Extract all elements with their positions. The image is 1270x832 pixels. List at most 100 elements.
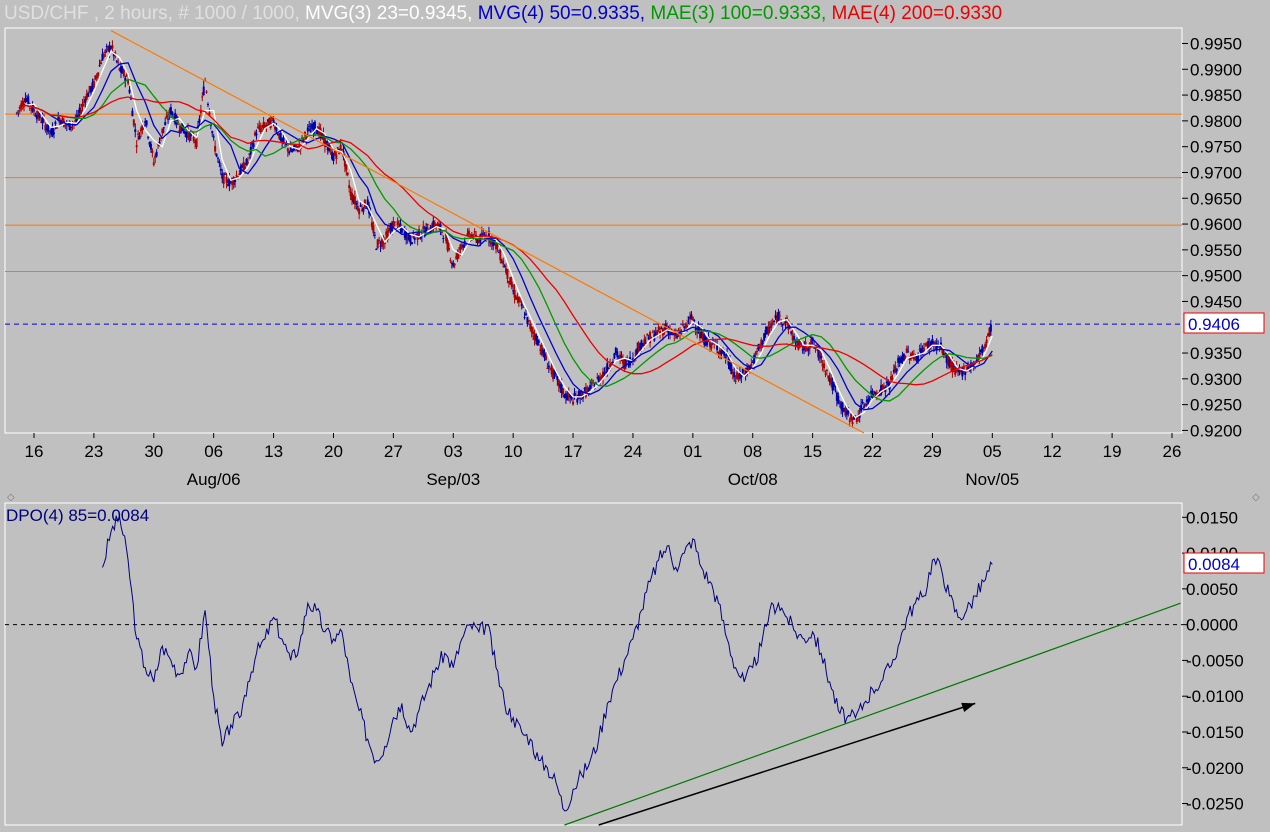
candle-body <box>316 130 319 135</box>
candle-body <box>134 129 137 132</box>
candle-body <box>761 340 764 345</box>
candle-body <box>418 229 421 239</box>
candle-body <box>654 332 657 336</box>
candle-body <box>107 46 110 51</box>
candle-body <box>741 368 744 373</box>
candle-body <box>285 144 288 146</box>
candle-body <box>426 223 429 226</box>
candle-body <box>336 147 339 149</box>
candle-body <box>119 66 122 73</box>
candle-body <box>546 367 549 369</box>
candle-body <box>144 121 147 124</box>
candle-body <box>419 236 422 239</box>
candle-body <box>778 315 781 317</box>
candle-body <box>445 234 448 242</box>
candle-body <box>810 339 813 346</box>
candle-body <box>435 224 438 227</box>
candle-body <box>51 127 54 136</box>
price-tick-label: 0.9750 <box>1190 138 1242 157</box>
candle-body <box>934 341 937 346</box>
candle-body <box>708 342 711 348</box>
candle-body <box>927 341 930 349</box>
candle-body <box>841 402 844 411</box>
candle-body <box>910 353 913 359</box>
candle-body <box>693 319 696 322</box>
candle-body <box>746 367 749 375</box>
candle-body <box>603 371 606 375</box>
candle-body <box>738 371 741 379</box>
candle-body <box>920 348 923 356</box>
candle-body <box>978 352 981 359</box>
candle-body <box>406 235 409 241</box>
candle-body <box>900 357 903 364</box>
candle-body <box>151 150 154 153</box>
dpo-last-value-label: 0.0084 <box>1188 555 1240 574</box>
x-tick-label: 29 <box>923 442 942 461</box>
candle-body <box>349 191 352 197</box>
candle-body <box>733 372 736 378</box>
candle-body <box>205 91 208 93</box>
candle-body <box>961 368 964 377</box>
candle-body <box>242 161 245 173</box>
candle-body <box>241 164 244 168</box>
candle-body <box>289 147 292 152</box>
candle-body <box>844 407 847 416</box>
candle-body <box>952 365 955 368</box>
candle-body <box>98 65 101 67</box>
candle-body <box>644 342 647 344</box>
candle-body <box>60 121 63 125</box>
candle-body <box>861 401 864 403</box>
candle-body <box>353 196 356 205</box>
candle-body <box>770 324 773 329</box>
candle-body <box>756 350 759 352</box>
candle-body <box>194 141 197 144</box>
candle-body <box>333 150 336 156</box>
candle-body <box>84 99 87 103</box>
candle-body <box>684 323 687 327</box>
candle-body <box>771 322 774 324</box>
candle-body <box>570 395 573 399</box>
candle-body <box>967 366 970 370</box>
price-tick-label: 0.9550 <box>1190 241 1242 260</box>
candle-body <box>497 252 500 254</box>
candle-body <box>398 225 401 227</box>
candle-body <box>533 335 536 340</box>
candle-body <box>440 231 443 233</box>
candle-body <box>171 111 174 115</box>
candle-body <box>446 239 449 251</box>
candle-body <box>460 244 463 246</box>
candle-body <box>436 223 439 227</box>
candle-body <box>962 366 965 370</box>
candle-body <box>560 384 563 393</box>
candle-body <box>797 341 800 350</box>
candle-body <box>382 239 385 244</box>
candle-body <box>931 338 934 344</box>
candle-body <box>380 239 383 247</box>
price-tick-label: 0.9250 <box>1190 396 1242 415</box>
candle-body <box>40 121 43 123</box>
candle-body <box>524 313 527 316</box>
candle-body <box>438 223 441 226</box>
candle-body <box>356 205 359 211</box>
candle-body <box>85 93 88 100</box>
candle-body <box>787 320 790 330</box>
candle-body <box>306 127 309 132</box>
price-tick-label: 0.9500 <box>1190 267 1242 286</box>
candle-body <box>975 360 978 362</box>
candle-body <box>369 213 372 215</box>
candle-body <box>388 228 391 232</box>
candle-body <box>94 75 97 80</box>
panel-resize-handle-left[interactable]: ◇ <box>7 492 15 503</box>
candle-body <box>547 365 550 368</box>
candle-body <box>828 378 831 382</box>
candle-body <box>763 333 766 341</box>
candle-body <box>265 125 268 127</box>
candle-body <box>442 237 445 239</box>
candle-body <box>102 54 105 58</box>
panel-resize-handle-right[interactable]: ◇ <box>1252 492 1260 503</box>
x-tick-label: 23 <box>84 442 103 461</box>
candle-body <box>463 240 466 243</box>
candle-body <box>921 350 924 354</box>
candle-body <box>583 388 586 390</box>
